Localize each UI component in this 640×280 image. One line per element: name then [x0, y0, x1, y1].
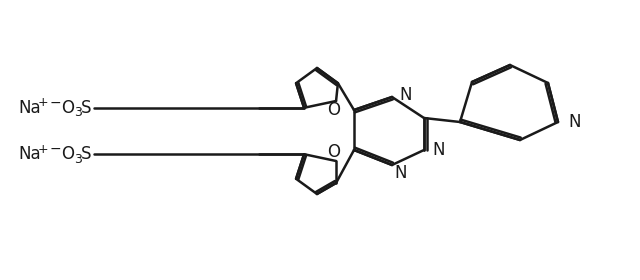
Text: O: O [61, 99, 74, 117]
Text: −: − [50, 96, 61, 110]
Text: 3: 3 [74, 106, 82, 119]
Text: N: N [394, 164, 406, 182]
Text: O: O [328, 101, 340, 119]
Text: O: O [61, 145, 74, 163]
Text: −: − [50, 142, 61, 156]
Text: +: + [38, 143, 49, 156]
Text: S: S [81, 145, 92, 163]
Text: Na: Na [18, 99, 40, 117]
Text: N: N [432, 141, 445, 159]
Text: S: S [81, 99, 92, 117]
Text: +: + [38, 96, 49, 109]
Text: O: O [328, 143, 340, 161]
Text: N: N [568, 113, 580, 131]
Text: Na: Na [18, 145, 40, 163]
Text: 3: 3 [74, 153, 82, 166]
Text: N: N [399, 86, 412, 104]
